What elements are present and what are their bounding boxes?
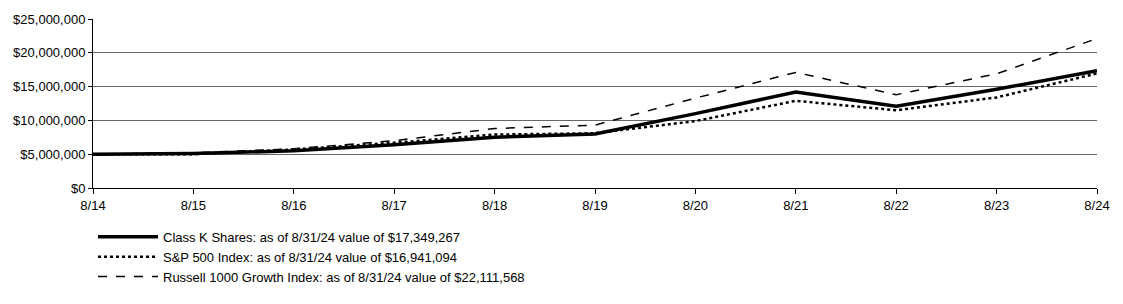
svg-text:Class K Shares: as of 8/31/24: Class K Shares: as of 8/31/24 value of $… [163, 230, 460, 245]
svg-text:$0: $0 [71, 181, 85, 196]
svg-text:$10,000,000: $10,000,000 [13, 113, 85, 128]
svg-text:8/18: 8/18 [482, 198, 507, 213]
svg-text:8/21: 8/21 [783, 198, 808, 213]
svg-text:8/16: 8/16 [281, 198, 306, 213]
svg-text:8/20: 8/20 [683, 198, 708, 213]
svg-text:8/17: 8/17 [382, 198, 407, 213]
svg-text:Russell 1000 Growth Index: as: Russell 1000 Growth Index: as of 8/31/24… [163, 270, 525, 285]
svg-text:8/24: 8/24 [1084, 198, 1109, 213]
svg-text:8/14: 8/14 [80, 198, 105, 213]
svg-text:8/19: 8/19 [582, 198, 607, 213]
svg-text:$25,000,000: $25,000,000 [13, 12, 85, 27]
svg-text:$20,000,000: $20,000,000 [13, 45, 85, 60]
svg-text:$15,000,000: $15,000,000 [13, 79, 85, 94]
svg-text:8/23: 8/23 [984, 198, 1009, 213]
svg-text:$5,000,000: $5,000,000 [20, 147, 85, 162]
svg-text:8/15: 8/15 [181, 198, 206, 213]
svg-text:8/22: 8/22 [884, 198, 909, 213]
svg-text:S&P 500 Index: as of 8/31/24 v: S&P 500 Index: as of 8/31/24 value of $1… [163, 250, 457, 265]
